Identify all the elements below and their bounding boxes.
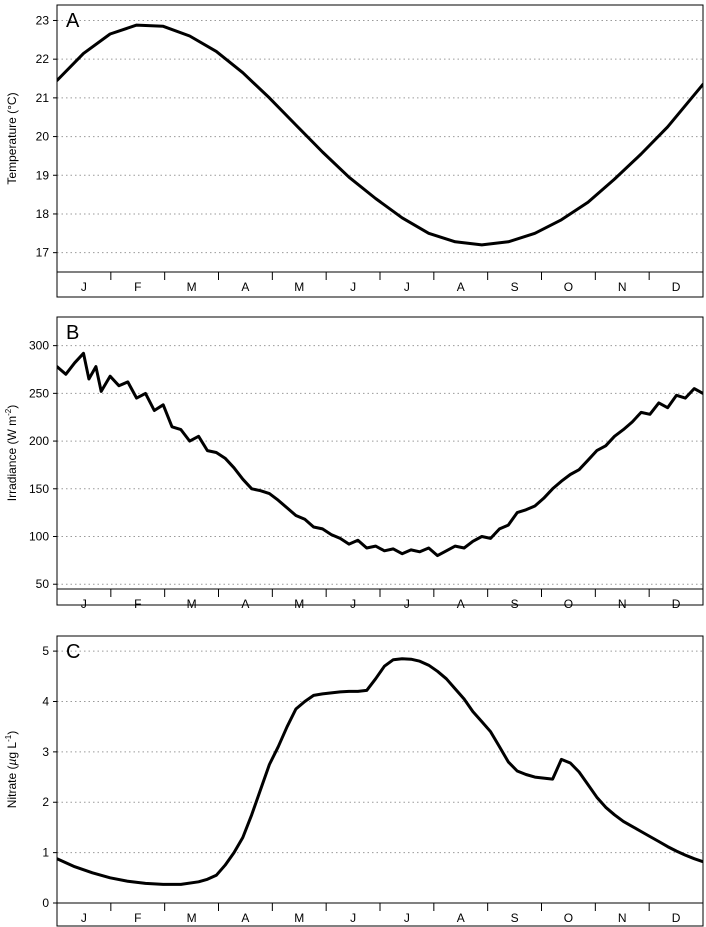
month-label: D xyxy=(672,280,681,294)
month-label: A xyxy=(457,597,465,611)
panel-irradiance: 50 100 150 200 250 300 J F M A M J J A S O N D B Irradiance… xyxy=(4,316,704,611)
series-line xyxy=(57,23,703,247)
month-label: S xyxy=(511,280,519,294)
y-axis-title: Nitrate (µg L-1) xyxy=(4,731,19,808)
series-line xyxy=(57,351,703,558)
plot-frame xyxy=(56,316,704,606)
month-label: O xyxy=(564,911,573,925)
month-label: J xyxy=(81,911,87,925)
y-tick-label: 2 xyxy=(42,795,49,809)
month-label: F xyxy=(134,597,141,611)
month-label: M xyxy=(187,597,197,611)
month-label: D xyxy=(672,911,681,925)
month-label: J xyxy=(350,280,356,294)
y-tick-label: 21 xyxy=(36,91,50,105)
y-axis-title: Irradiance (W m-2) xyxy=(4,405,19,501)
plot-frame xyxy=(56,4,704,298)
month-label: S xyxy=(511,597,519,611)
y-tick-label: 1 xyxy=(42,846,49,860)
panel-label: B xyxy=(66,322,79,344)
month-label: A xyxy=(241,597,249,611)
month-label: A xyxy=(457,280,465,294)
month-label: F xyxy=(134,911,141,925)
plot-frame xyxy=(56,635,704,927)
month-label: A xyxy=(241,911,249,925)
month-label: J xyxy=(81,597,87,611)
month-label: M xyxy=(294,911,304,925)
y-tick-label: 23 xyxy=(36,13,50,27)
panel-label: C xyxy=(66,641,80,663)
month-label: O xyxy=(564,597,573,611)
month-label: J xyxy=(404,597,410,611)
month-label: M xyxy=(294,280,304,294)
series-line xyxy=(57,657,703,886)
month-label: A xyxy=(457,911,465,925)
y-tick-label: 20 xyxy=(36,130,50,144)
y-tick-label: 50 xyxy=(36,577,50,591)
month-label: J xyxy=(350,597,356,611)
month-label: O xyxy=(564,280,573,294)
y-tick-label: 150 xyxy=(29,482,49,496)
y-tick-label: 22 xyxy=(36,52,50,66)
panel-nitrate: 0 1 2 3 4 5 J F M A M J J A S O N D C Nitrate (µg L-1) xyxy=(4,635,704,927)
y-tick-label: 300 xyxy=(29,339,49,353)
y-axis-title: Temperature (°C) xyxy=(5,92,19,184)
y-tick-label: 3 xyxy=(42,745,49,759)
panel-label: A xyxy=(66,10,80,32)
month-label: A xyxy=(241,280,249,294)
panel-temperature: 17 18 19 20 21 22 23 J F M A M J J A S O N D A Temperature (… xyxy=(5,4,704,298)
y-tick-label: 17 xyxy=(36,246,50,260)
y-tick-label: 100 xyxy=(29,530,49,544)
month-label: N xyxy=(618,280,627,294)
month-label: N xyxy=(618,911,627,925)
month-label: J xyxy=(81,280,87,294)
y-tick-label: 200 xyxy=(29,434,49,448)
month-label: S xyxy=(511,911,519,925)
month-label: M xyxy=(187,911,197,925)
month-label: J xyxy=(350,911,356,925)
y-tick-label: 4 xyxy=(42,694,49,708)
y-tick-label: 0 xyxy=(42,896,49,910)
month-label: D xyxy=(672,597,681,611)
y-tick-label: 250 xyxy=(29,386,49,400)
month-label: F xyxy=(134,280,141,294)
y-tick-label: 5 xyxy=(42,644,49,658)
month-label: J xyxy=(404,280,410,294)
y-tick-label: 19 xyxy=(36,168,50,182)
month-label: M xyxy=(187,280,197,294)
month-label: N xyxy=(618,597,627,611)
month-label: M xyxy=(294,597,304,611)
y-tick-label: 18 xyxy=(36,207,50,221)
month-label: J xyxy=(404,911,410,925)
